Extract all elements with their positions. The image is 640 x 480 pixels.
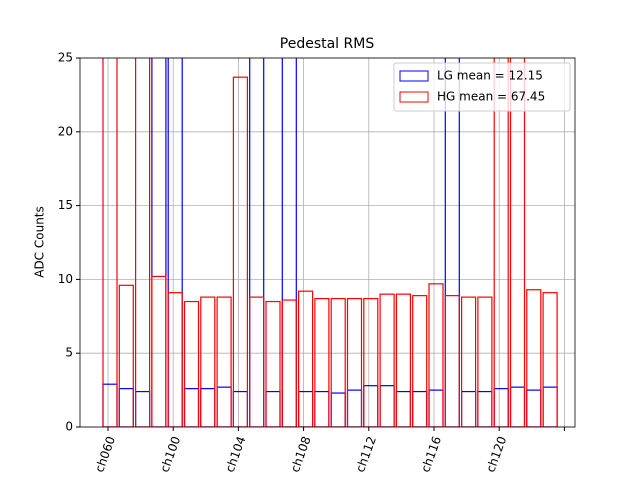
y-tick-label: 25 [58,51,73,65]
y-tick-label: 15 [58,198,73,212]
bar [330,297,346,427]
bar [379,293,395,427]
bar [477,296,493,427]
y-tick-label: 20 [58,124,73,138]
bar [183,300,200,427]
legend-swatch [399,70,429,82]
bars [102,58,558,427]
bar [346,297,363,427]
bar [216,296,232,427]
bar [232,76,248,427]
y-tick-label: 0 [65,420,73,434]
y-tick-label: 10 [58,272,73,286]
bar [265,300,281,427]
bar [298,290,314,427]
y-axis-label: ADC Counts [33,206,47,278]
legend-label: HG mean = 67.45 [437,90,545,104]
legend-box [393,62,571,112]
chart-title: Pedestal RMS [280,36,375,52]
plot-frame [79,57,576,428]
grid [80,57,575,428]
bar [395,293,411,427]
legend: LG mean = 12.15 HG mean = 67.45 [393,62,571,112]
bar [363,297,379,427]
legend-label: LG mean = 12.15 [437,69,543,83]
bar [249,296,265,427]
legend-swatch [399,91,429,103]
bar [314,297,330,427]
bar [428,283,444,427]
bar [151,275,167,427]
bar [526,289,542,427]
bar [200,296,216,427]
bar [461,296,477,427]
y-tick-label: 5 [65,346,73,360]
